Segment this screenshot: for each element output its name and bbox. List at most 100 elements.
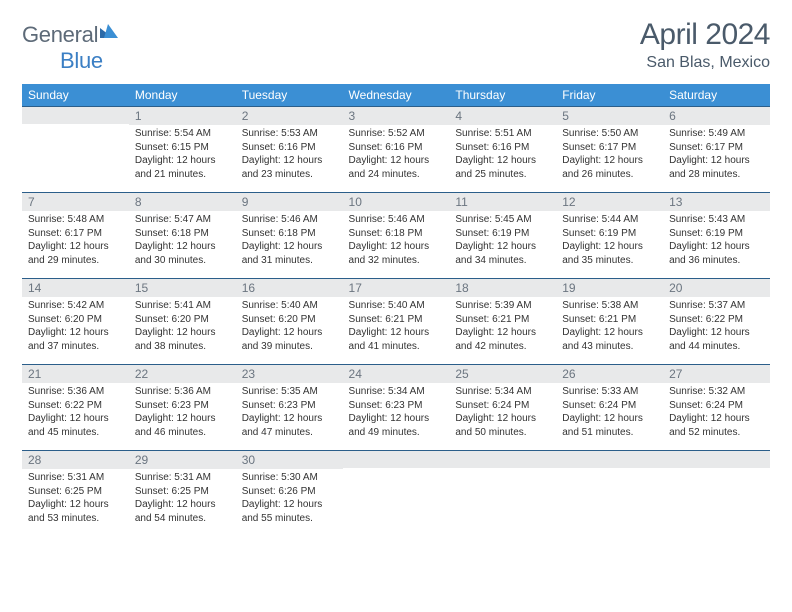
daylight-line: Daylight: 12 hours and 44 minutes. <box>669 326 764 353</box>
calendar-cell: 6Sunrise: 5:49 AMSunset: 6:17 PMDaylight… <box>663 106 770 192</box>
day-detail: Sunrise: 5:43 AMSunset: 6:19 PMDaylight:… <box>663 211 770 271</box>
calendar-row: 21Sunrise: 5:36 AMSunset: 6:22 PMDayligh… <box>22 364 770 450</box>
daylight-line: Daylight: 12 hours and 50 minutes. <box>455 412 550 439</box>
calendar-cell: 5Sunrise: 5:50 AMSunset: 6:17 PMDaylight… <box>556 106 663 192</box>
day-number-bar: 11 <box>449 192 556 211</box>
sunset-line: Sunset: 6:23 PM <box>135 399 230 413</box>
sunrise-line: Sunrise: 5:46 AM <box>349 213 444 227</box>
sunrise-line: Sunrise: 5:30 AM <box>242 471 337 485</box>
sunset-line: Sunset: 6:23 PM <box>242 399 337 413</box>
title-block: April 2024 San Blas, Mexico <box>640 18 770 72</box>
header: GeneralBlue April 2024 San Blas, Mexico <box>22 18 770 74</box>
day-number-bar: 20 <box>663 278 770 297</box>
sunrise-line: Sunrise: 5:32 AM <box>669 385 764 399</box>
weekday-header: Wednesday <box>343 84 450 106</box>
weekday-header: Thursday <box>449 84 556 106</box>
day-number-bar: 25 <box>449 364 556 383</box>
month-title: April 2024 <box>640 18 770 52</box>
calendar-cell: 19Sunrise: 5:38 AMSunset: 6:21 PMDayligh… <box>556 278 663 364</box>
calendar-cell: 26Sunrise: 5:33 AMSunset: 6:24 PMDayligh… <box>556 364 663 450</box>
sunset-line: Sunset: 6:18 PM <box>135 227 230 241</box>
sunrise-line: Sunrise: 5:40 AM <box>242 299 337 313</box>
day-detail: Sunrise: 5:46 AMSunset: 6:18 PMDaylight:… <box>236 211 343 271</box>
sunset-line: Sunset: 6:17 PM <box>562 141 657 155</box>
day-detail: Sunrise: 5:37 AMSunset: 6:22 PMDaylight:… <box>663 297 770 357</box>
sunrise-line: Sunrise: 5:31 AM <box>135 471 230 485</box>
day-detail: Sunrise: 5:36 AMSunset: 6:22 PMDaylight:… <box>22 383 129 443</box>
logo-word-blue: Blue <box>60 48 103 73</box>
daylight-line: Daylight: 12 hours and 52 minutes. <box>669 412 764 439</box>
day-number-bar: 9 <box>236 192 343 211</box>
calendar-page: GeneralBlue April 2024 San Blas, Mexico … <box>0 0 792 612</box>
day-detail: Sunrise: 5:51 AMSunset: 6:16 PMDaylight:… <box>449 125 556 185</box>
sunrise-line: Sunrise: 5:42 AM <box>28 299 123 313</box>
sunrise-line: Sunrise: 5:35 AM <box>242 385 337 399</box>
day-detail: Sunrise: 5:30 AMSunset: 6:26 PMDaylight:… <box>236 469 343 529</box>
day-number-bar: 2 <box>236 106 343 125</box>
daylight-line: Daylight: 12 hours and 39 minutes. <box>242 326 337 353</box>
day-number-bar: 21 <box>22 364 129 383</box>
calendar-cell: 2Sunrise: 5:53 AMSunset: 6:16 PMDaylight… <box>236 106 343 192</box>
calendar-cell: 12Sunrise: 5:44 AMSunset: 6:19 PMDayligh… <box>556 192 663 278</box>
calendar-cell: 10Sunrise: 5:46 AMSunset: 6:18 PMDayligh… <box>343 192 450 278</box>
sunrise-line: Sunrise: 5:50 AM <box>562 127 657 141</box>
weekday-header-row: Sunday Monday Tuesday Wednesday Thursday… <box>22 84 770 106</box>
sunset-line: Sunset: 6:24 PM <box>455 399 550 413</box>
sunrise-line: Sunrise: 5:49 AM <box>669 127 764 141</box>
day-number-bar: 23 <box>236 364 343 383</box>
calendar-cell: 28Sunrise: 5:31 AMSunset: 6:25 PMDayligh… <box>22 450 129 536</box>
calendar-cell: 4Sunrise: 5:51 AMSunset: 6:16 PMDaylight… <box>449 106 556 192</box>
logo-word-general: General <box>22 22 98 47</box>
empty-day-bar <box>556 450 663 468</box>
calendar-row: 1Sunrise: 5:54 AMSunset: 6:15 PMDaylight… <box>22 106 770 192</box>
calendar-cell: 15Sunrise: 5:41 AMSunset: 6:20 PMDayligh… <box>129 278 236 364</box>
calendar-row: 28Sunrise: 5:31 AMSunset: 6:25 PMDayligh… <box>22 450 770 536</box>
sunset-line: Sunset: 6:16 PM <box>455 141 550 155</box>
daylight-line: Daylight: 12 hours and 49 minutes. <box>349 412 444 439</box>
sunset-line: Sunset: 6:21 PM <box>349 313 444 327</box>
sunset-line: Sunset: 6:24 PM <box>562 399 657 413</box>
calendar-row: 14Sunrise: 5:42 AMSunset: 6:20 PMDayligh… <box>22 278 770 364</box>
sunset-line: Sunset: 6:19 PM <box>455 227 550 241</box>
daylight-line: Daylight: 12 hours and 35 minutes. <box>562 240 657 267</box>
sunrise-line: Sunrise: 5:43 AM <box>669 213 764 227</box>
daylight-line: Daylight: 12 hours and 21 minutes. <box>135 154 230 181</box>
day-number-bar: 6 <box>663 106 770 125</box>
sunset-line: Sunset: 6:20 PM <box>242 313 337 327</box>
calendar-cell: 9Sunrise: 5:46 AMSunset: 6:18 PMDaylight… <box>236 192 343 278</box>
calendar-cell: 8Sunrise: 5:47 AMSunset: 6:18 PMDaylight… <box>129 192 236 278</box>
sunrise-line: Sunrise: 5:33 AM <box>562 385 657 399</box>
day-number-bar: 30 <box>236 450 343 469</box>
weekday-header: Tuesday <box>236 84 343 106</box>
sunset-line: Sunset: 6:20 PM <box>28 313 123 327</box>
calendar-cell: 16Sunrise: 5:40 AMSunset: 6:20 PMDayligh… <box>236 278 343 364</box>
sunset-line: Sunset: 6:22 PM <box>28 399 123 413</box>
daylight-line: Daylight: 12 hours and 25 minutes. <box>455 154 550 181</box>
sunrise-line: Sunrise: 5:52 AM <box>349 127 444 141</box>
calendar-cell: 27Sunrise: 5:32 AMSunset: 6:24 PMDayligh… <box>663 364 770 450</box>
sunrise-line: Sunrise: 5:46 AM <box>242 213 337 227</box>
day-number-bar: 18 <box>449 278 556 297</box>
sunrise-line: Sunrise: 5:51 AM <box>455 127 550 141</box>
weekday-header: Saturday <box>663 84 770 106</box>
sunset-line: Sunset: 6:25 PM <box>28 485 123 499</box>
sunrise-line: Sunrise: 5:36 AM <box>135 385 230 399</box>
day-number-bar: 17 <box>343 278 450 297</box>
day-detail: Sunrise: 5:44 AMSunset: 6:19 PMDaylight:… <box>556 211 663 271</box>
sunrise-line: Sunrise: 5:53 AM <box>242 127 337 141</box>
day-number-bar: 15 <box>129 278 236 297</box>
sunrise-line: Sunrise: 5:31 AM <box>28 471 123 485</box>
calendar-cell: 30Sunrise: 5:30 AMSunset: 6:26 PMDayligh… <box>236 450 343 536</box>
day-detail: Sunrise: 5:54 AMSunset: 6:15 PMDaylight:… <box>129 125 236 185</box>
sunset-line: Sunset: 6:22 PM <box>669 313 764 327</box>
day-detail: Sunrise: 5:47 AMSunset: 6:18 PMDaylight:… <box>129 211 236 271</box>
day-number-bar: 7 <box>22 192 129 211</box>
calendar-cell <box>343 450 450 536</box>
daylight-line: Daylight: 12 hours and 37 minutes. <box>28 326 123 353</box>
empty-day-bar <box>449 450 556 468</box>
logo-mark-icon <box>100 18 120 43</box>
daylight-line: Daylight: 12 hours and 53 minutes. <box>28 498 123 525</box>
empty-day-bar <box>343 450 450 468</box>
empty-day-bar <box>663 450 770 468</box>
calendar-row: 7Sunrise: 5:48 AMSunset: 6:17 PMDaylight… <box>22 192 770 278</box>
